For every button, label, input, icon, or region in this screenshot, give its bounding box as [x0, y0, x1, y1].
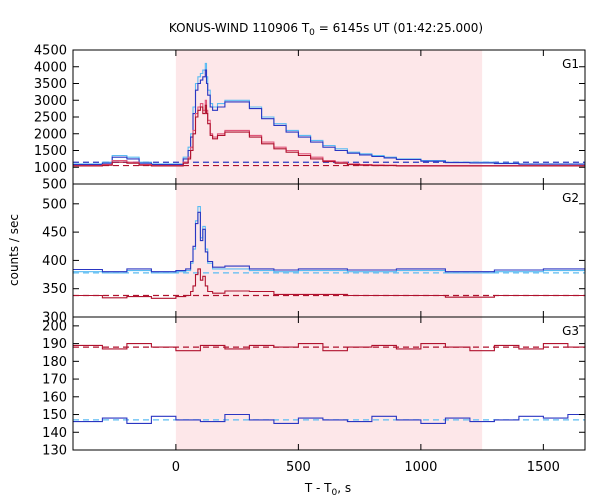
x-tick-label: 1000 [404, 460, 437, 475]
y-tick-label: 300 [42, 311, 67, 326]
panel-frame [72, 316, 586, 451]
y-tick-label: 4000 [34, 60, 67, 75]
y-tick-label: 150 [42, 408, 67, 423]
y-tick-label: 1000 [34, 161, 67, 176]
x-tick-label: 500 [286, 460, 311, 475]
panel-label: G3 [562, 324, 579, 338]
y-axis-label: counts / sec [7, 214, 21, 286]
y-tick-label: 170 [42, 373, 67, 388]
y-tick-label: 450 [42, 226, 67, 241]
y-tick-label: 140 [42, 426, 67, 441]
series-line-0 [73, 413, 586, 424]
series-line-1 [73, 343, 586, 352]
y-tick-label: 500 [42, 197, 67, 212]
panel-g2: 300 350 400 450 500 G2 [42, 183, 586, 326]
panel-label: G1 [562, 57, 579, 71]
series-line-1 [73, 211, 586, 273]
y-tick-label: 180 [42, 355, 67, 370]
y-tick-label: 3000 [34, 94, 67, 109]
x-tick-label: 1500 [527, 460, 560, 475]
shaded-interval [175, 184, 483, 317]
y-tick-label: 400 [42, 254, 67, 269]
series-line-3 [73, 104, 585, 167]
y-tick-label: 2000 [34, 127, 67, 142]
y-tick-label: 2500 [34, 111, 67, 126]
y-tick-label: 160 [42, 390, 67, 405]
y-tick-label: 200 [42, 319, 67, 334]
y-tick-label: 3500 [34, 77, 67, 92]
y-tick-label: 1500 [34, 144, 67, 159]
chart-title: KONUS-WIND 110906 T0 = 6145s UT (01:42:2… [169, 21, 483, 38]
plot-area: 50010001500200025003000350040004500G1300… [34, 44, 586, 475]
shaded-interval [175, 50, 483, 184]
y-tick-label: 4500 [34, 44, 67, 59]
y-tick-label: 350 [42, 282, 67, 297]
y-tick-label: 190 [42, 337, 67, 352]
x-tick-label: 0 [172, 460, 180, 475]
y-tick-label: 130 [42, 444, 67, 459]
series-line-1 [73, 69, 585, 166]
y-tick-label: 500 [42, 178, 67, 193]
panel-label: G2 [562, 191, 579, 205]
x-axis-label: T - T0, s [304, 481, 351, 498]
series-line-2 [73, 268, 586, 299]
shaded-interval [175, 317, 483, 450]
panel-g3: 130 140 150 160 170 180 190 200 G3 [42, 316, 586, 459]
